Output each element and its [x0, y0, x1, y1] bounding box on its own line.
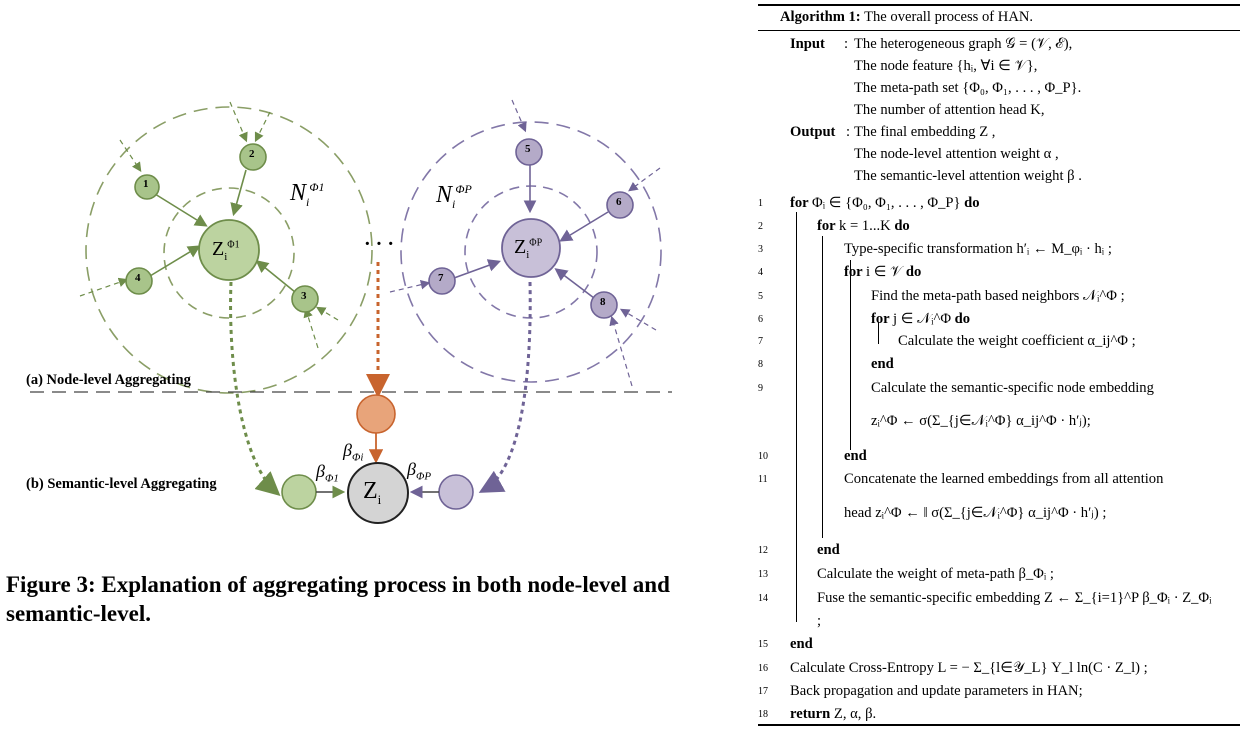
node-label-4: 4 — [135, 272, 141, 284]
step-text: for Φᵢ ∈ {Φ₀, Φ₁, . . . , Φ_P} do — [790, 195, 980, 211]
node-label-1: 1 — [143, 178, 149, 190]
center-left-label: ZiΦ1 — [212, 238, 240, 263]
step-text: ; — [817, 613, 822, 629]
step-number: 7 — [758, 336, 763, 347]
inner-neighborhood-left — [163, 187, 295, 319]
node-label-7: 7 — [438, 272, 444, 284]
step-number: 2 — [758, 221, 763, 232]
step-number: 8 — [758, 359, 763, 370]
step-number: 16 — [758, 663, 768, 674]
step-number: 14 — [758, 593, 768, 604]
node-label-6: 6 — [616, 196, 622, 208]
figure-caption: Figure 3: Explanation of aggregating pro… — [6, 572, 670, 626]
semantic-level-label: (b) Semantic-level Aggregating — [26, 476, 217, 492]
step-text: Concatenate the learned embeddings from … — [844, 471, 1164, 487]
node-label-5: 5 — [525, 143, 531, 155]
left-neighbor-nodes — [125, 143, 319, 313]
step-number: 10 — [758, 451, 768, 462]
node-label-8: 8 — [600, 296, 606, 308]
step-number: 12 — [758, 545, 768, 556]
step-text: Type-specific transformation h′ᵢ ← M_φᵢ … — [844, 241, 1112, 257]
step-text: Calculate Cross-Entropy L = − Σ_{l∈𝒴_L} … — [790, 660, 1148, 676]
step-text: for k = 1...K do — [817, 218, 910, 234]
step-number: 9 — [758, 383, 763, 394]
neighbor-right-label: NiΦP — [436, 182, 472, 211]
outer-neighborhood-left — [85, 106, 373, 394]
step-number: 17 — [758, 686, 768, 697]
right-neighbor-nodes — [428, 138, 634, 319]
node-label-3: 3 — [301, 290, 307, 302]
beta-mid-label: βΦi — [343, 440, 364, 464]
green-embedding-node — [281, 474, 317, 510]
input-line-1: The heterogeneous graph 𝒢 = (𝒱, ℰ), — [854, 36, 1073, 52]
step-text: end — [790, 636, 813, 652]
step-text: end — [844, 448, 867, 464]
step-text: for i ∈ 𝒱 do — [844, 264, 922, 280]
ellipsis: · · · — [364, 233, 395, 255]
step-text: Calculate the semantic-specific node emb… — [871, 380, 1154, 396]
algorithm-title: Algorithm 1: The overall process of HAN. — [780, 9, 1034, 25]
input-line-2: The node feature {hᵢ, ∀i ∈ 𝒱}, — [854, 58, 1038, 74]
output-label: Output — [790, 124, 836, 140]
step-number: 11 — [758, 474, 768, 485]
step-text: end — [871, 356, 894, 372]
step-number: 18 — [758, 709, 768, 720]
center-node-left — [198, 219, 260, 281]
output-line-2: The node-level attention weight α , — [854, 146, 1059, 162]
step-number: 4 — [758, 267, 763, 278]
step-text: Fuse the semantic-specific embedding Z ←… — [817, 590, 1212, 606]
han-figure: 1 2 3 4 5 6 7 8 ZiΦ1 ZiΦP Zi NiΦ1 NiΦP ·… — [6, 99, 672, 626]
input-line-3: The meta-path set {Φ₀, Φ₁, . . . , Φ_P}. — [854, 80, 1082, 96]
node-label-2: 2 — [249, 148, 255, 160]
step-text: Calculate the weight of meta-path β_Φᵢ ; — [817, 566, 1054, 582]
step-text: Back propagation and update parameters i… — [790, 683, 1083, 699]
step-text: zᵢ^Φ ← σ(Σ_{j∈𝒩ᵢ^Φ} α_ij^Φ · h′ⱼ); — [871, 413, 1091, 429]
step-text: end — [817, 542, 840, 558]
step-number: 3 — [758, 244, 763, 255]
step-number: 6 — [758, 314, 763, 325]
beta-right-label: βΦP — [407, 459, 432, 483]
step-number: 15 — [758, 639, 768, 650]
step-text: head zᵢ^Φ ← ‖ σ(Σ_{j∈𝒩ᵢ^Φ} α_ij^Φ · h′ⱼ)… — [844, 505, 1107, 521]
neighbor-left-label: NiΦ1 — [290, 180, 325, 209]
beta-left-label: βΦ1 — [316, 461, 339, 485]
step-text: Find the meta-path based neighbors 𝒩ᵢ^Φ … — [871, 288, 1125, 304]
step-text: return Z, α, β. — [790, 706, 877, 722]
node-level-label: (a) Node-level Aggregating — [26, 372, 191, 388]
step-number: 13 — [758, 569, 768, 580]
step-number: 5 — [758, 291, 763, 302]
algorithm-box: Algorithm 1: The overall process of HAN.… — [758, 4, 1240, 726]
orange-embedding-node — [356, 394, 396, 434]
center-right-label: ZiΦP — [514, 236, 543, 261]
output-line-3: The semantic-level attention weight β . — [854, 168, 1082, 184]
outer-neighborhood-right — [400, 121, 662, 383]
aggregation-diagram — [30, 99, 672, 524]
step-text: Calculate the weight coefficient α_ij^Φ … — [898, 333, 1136, 349]
output-line-1: The final embedding Z , — [854, 124, 996, 140]
step-text: for j ∈ 𝒩ᵢ^Φ do — [871, 311, 971, 327]
final-node-label: Zi — [363, 478, 382, 507]
step-number: 1 — [758, 198, 763, 209]
input-line-4: The number of attention head K, — [854, 102, 1045, 118]
purple-embedding-node — [438, 474, 474, 510]
input-label: Input — [790, 36, 825, 52]
center-node-right — [501, 218, 561, 278]
final-embedding-node — [347, 462, 409, 524]
